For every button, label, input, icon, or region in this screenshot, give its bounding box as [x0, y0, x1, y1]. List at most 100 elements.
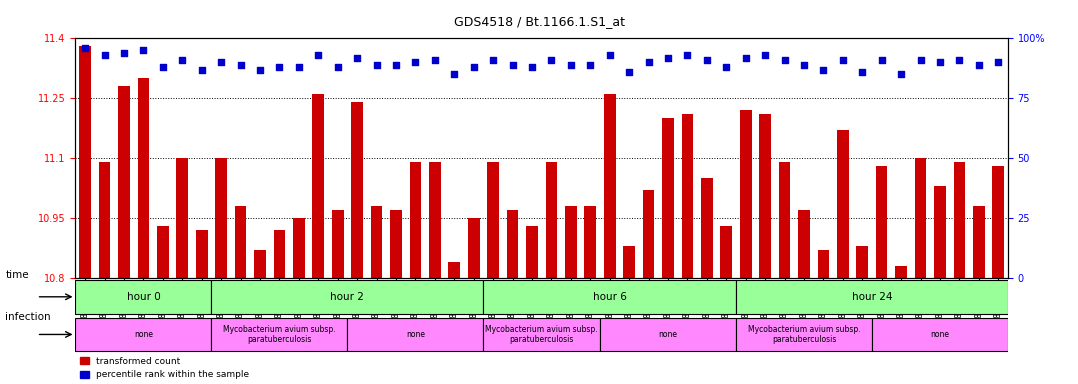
Bar [119, 86, 129, 278]
Point [232, 62, 249, 68]
FancyBboxPatch shape [211, 280, 483, 314]
Bar [856, 246, 868, 278]
Bar [254, 250, 266, 278]
Bar [701, 178, 713, 278]
Text: none: none [406, 330, 425, 339]
FancyBboxPatch shape [600, 318, 736, 351]
Point [368, 62, 385, 68]
Point [718, 64, 735, 70]
Bar [313, 94, 324, 278]
Bar [584, 206, 596, 278]
Bar [293, 218, 305, 278]
Bar [545, 162, 557, 278]
Bar [448, 262, 460, 278]
Point [679, 52, 696, 58]
Text: time: time [5, 270, 29, 280]
Bar [410, 162, 421, 278]
Point [757, 52, 774, 58]
Bar [604, 94, 616, 278]
Point [990, 59, 1007, 65]
Point [445, 71, 462, 78]
Bar [915, 158, 926, 278]
Point [290, 64, 307, 70]
Bar [526, 226, 538, 278]
Point [212, 59, 230, 65]
Text: hour 0: hour 0 [126, 292, 161, 302]
Point [854, 69, 871, 75]
Bar [837, 130, 848, 278]
Text: none: none [134, 330, 153, 339]
FancyBboxPatch shape [736, 318, 872, 351]
Point [387, 62, 404, 68]
Bar [138, 78, 149, 278]
Text: hour 24: hour 24 [852, 292, 893, 302]
Point [834, 57, 852, 63]
FancyBboxPatch shape [736, 280, 1008, 314]
Bar [468, 218, 480, 278]
Text: Mycobacterium avium subsp.
paratuberculosis: Mycobacterium avium subsp. paratuberculo… [485, 325, 598, 344]
Point [309, 52, 327, 58]
Point [96, 52, 113, 58]
Point [484, 57, 501, 63]
Point [563, 62, 580, 68]
Bar [623, 246, 635, 278]
Bar [993, 166, 1004, 278]
Bar [177, 158, 189, 278]
Point [912, 57, 929, 63]
Point [154, 64, 171, 70]
Bar [798, 210, 810, 278]
Point [660, 55, 677, 61]
Bar [954, 162, 965, 278]
FancyBboxPatch shape [483, 280, 736, 314]
Bar [759, 114, 771, 278]
Bar [216, 158, 227, 278]
Bar [720, 226, 732, 278]
Point [737, 55, 755, 61]
Point [426, 57, 443, 63]
Bar [99, 162, 110, 278]
Bar [973, 206, 984, 278]
Bar [196, 230, 208, 278]
Bar [642, 190, 654, 278]
Point [135, 47, 152, 53]
Text: Mycobacterium avium subsp.
paratuberculosis: Mycobacterium avium subsp. paratuberculo… [748, 325, 860, 344]
Point [348, 55, 365, 61]
Point [873, 57, 890, 63]
Point [271, 64, 288, 70]
Bar [274, 230, 286, 278]
Bar [429, 162, 441, 278]
Point [465, 64, 482, 70]
Point [970, 62, 987, 68]
Point [523, 64, 540, 70]
Bar [157, 226, 168, 278]
FancyBboxPatch shape [872, 318, 1008, 351]
Text: GDS4518 / Bt.1166.1.S1_at: GDS4518 / Bt.1166.1.S1_at [454, 15, 624, 28]
Point [621, 69, 638, 75]
Bar [390, 210, 402, 278]
Bar [371, 206, 383, 278]
FancyBboxPatch shape [347, 318, 483, 351]
Point [893, 71, 910, 78]
Bar [778, 162, 790, 278]
Bar [351, 102, 363, 278]
Point [329, 64, 346, 70]
Point [951, 57, 968, 63]
Point [582, 62, 599, 68]
FancyBboxPatch shape [211, 318, 347, 351]
Point [503, 62, 521, 68]
Point [115, 50, 133, 56]
Bar [235, 206, 247, 278]
Point [640, 59, 658, 65]
FancyBboxPatch shape [483, 318, 600, 351]
Text: hour 6: hour 6 [593, 292, 626, 302]
Point [406, 59, 424, 65]
Bar [80, 46, 91, 278]
Text: Mycobacterium avium subsp.
paratuberculosis: Mycobacterium avium subsp. paratuberculo… [223, 325, 335, 344]
Text: none: none [930, 330, 950, 339]
Bar [565, 206, 577, 278]
Text: infection: infection [5, 312, 51, 322]
Point [796, 62, 813, 68]
Point [174, 57, 191, 63]
Point [602, 52, 619, 58]
Point [699, 57, 716, 63]
